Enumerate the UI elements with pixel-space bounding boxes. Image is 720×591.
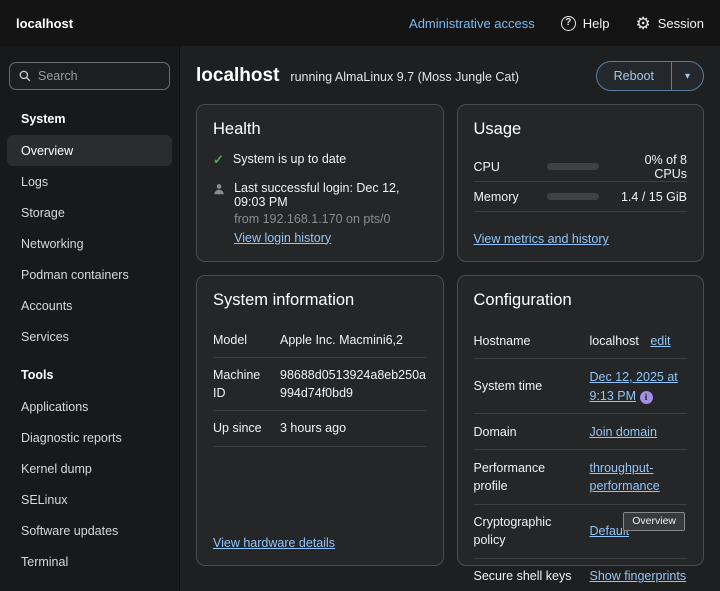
chevron-down-icon: ▾ <box>684 70 690 82</box>
memory-label: Memory <box>473 189 519 204</box>
domain-label: Domain <box>473 424 517 439</box>
show-fingerprints-link[interactable]: Show fingerprints <box>589 569 687 584</box>
reboot-split-button: Reboot ▾ <box>595 61 704 91</box>
nav-section-system: System <box>21 112 66 126</box>
system-time-label: System time <box>473 379 543 394</box>
cards-grid: Health ✓ System is up to date Last succe… <box>196 104 704 583</box>
health-title: Health <box>213 120 261 138</box>
sidebar-item-terminal[interactable]: Terminal <box>21 554 69 569</box>
system-information-card: System information Model Apple Inc. Macm… <box>196 275 444 566</box>
memory-value: 1.4 / 15 GiB <box>620 189 687 204</box>
configuration-title: Configuration <box>473 291 572 309</box>
model-row: Model Apple Inc. Macmini6,2 <box>213 323 427 359</box>
memory-progress-bar <box>547 193 599 200</box>
crypto-policy-label: Cryptographic policy <box>473 515 552 548</box>
sidebar-item-accounts[interactable]: Accounts <box>21 298 73 313</box>
updates-status-row: ✓ System is up to date <box>213 152 427 168</box>
masthead: localhost Administrative access ? Help ⚙… <box>0 0 720 46</box>
search-icon <box>19 70 31 82</box>
system-information-title: System information <box>213 291 355 309</box>
sidebar-item-applications[interactable]: Applications <box>21 399 89 414</box>
configuration-card: Configuration Hostname localhost edit Sy… <box>456 275 704 583</box>
help-menu[interactable]: ? Help <box>560 15 610 31</box>
user-icon <box>214 183 224 194</box>
hostname-row: Hostname localhost edit <box>473 323 687 360</box>
machine-id-row: Machine ID 98688d0513924a8eb250a994d74f0… <box>213 358 427 412</box>
cpu-label: CPU <box>473 159 500 174</box>
check-icon: ✓ <box>213 152 224 167</box>
memory-usage-row: Memory 1.4 / 15 GiB <box>473 182 687 212</box>
button-divider <box>670 62 672 90</box>
performance-profile-link[interactable]: throughput-performance <box>589 460 660 494</box>
crypto-policy-link[interactable]: Default <box>589 524 630 539</box>
health-card: Health ✓ System is up to date Last succe… <box>196 104 444 262</box>
hostname-edit-link[interactable]: edit <box>650 333 671 348</box>
sidebar-item-kernel-dump[interactable]: Kernel dump <box>21 461 92 476</box>
os-subtitle: running AlmaLinux 9.7 (Moss Jungle Cat) <box>290 70 519 84</box>
page-title: localhost <box>196 65 280 86</box>
up-since-value: 3 hours ago <box>280 421 347 436</box>
cpu-value: 0% of 8 CPUs <box>644 152 687 181</box>
main-content: localhost running AlmaLinux 9.7 (Moss Ju… <box>180 46 720 591</box>
gear-icon: ⚙ <box>635 13 651 33</box>
sidebar-item-services[interactable]: Services <box>21 329 69 344</box>
hostname-value: localhost <box>589 333 639 348</box>
updates-status-text: System is up to date <box>232 152 347 166</box>
sidebar-item-storage[interactable]: Storage <box>21 205 65 220</box>
search-input[interactable] <box>38 69 160 83</box>
reboot-button[interactable]: Reboot <box>597 62 671 90</box>
help-icon: ? <box>560 15 576 31</box>
performance-profile-label: Performance profile <box>473 460 546 494</box>
up-since-label: Up since <box>213 421 262 436</box>
view-hardware-details-link[interactable]: View hardware details <box>213 536 336 550</box>
system-time-link[interactable]: Dec 12, 2025 at 9:13 PM <box>589 369 678 403</box>
up-since-row: Up since 3 hours ago <box>213 411 427 447</box>
overview-tooltip: Overview <box>623 512 685 531</box>
info-icon[interactable]: i <box>639 390 653 404</box>
join-domain-link[interactable]: Join domain <box>589 424 657 439</box>
domain-row: Domain Join domain <box>473 414 687 451</box>
crypto-policy-row: Cryptographic policy Default <box>473 505 687 559</box>
sidebar-search[interactable] <box>9 62 170 90</box>
administrative-access-button[interactable]: Administrative access <box>409 15 535 31</box>
last-login-text: Last successful login: Dec 12, 09:03 PM <box>234 180 400 209</box>
session-menu[interactable]: ⚙ Session <box>636 15 705 32</box>
usage-card: Usage CPU 0% of 8 CPUs Memory 1.4 / 15 G… <box>456 104 704 262</box>
sidebar: System Overview Logs Storage Networking … <box>0 46 180 591</box>
system-time-row: System time Dec 12, 2025 at 9:13 PM i <box>473 359 687 415</box>
sidebar-item-diagnostic-reports[interactable]: Diagnostic reports <box>21 430 122 445</box>
sidebar-item-software-updates[interactable]: Software updates <box>21 523 119 538</box>
view-login-history-link[interactable]: View login history <box>234 230 332 245</box>
sidebar-item-overview[interactable]: Overview <box>7 135 172 166</box>
nav-section-tools: Tools <box>21 368 54 382</box>
cpu-progress-bar <box>547 163 599 170</box>
sidebar-item-logs[interactable]: Logs <box>21 174 49 189</box>
cpu-usage-row: CPU 0% of 8 CPUs <box>473 152 687 182</box>
ssh-keys-row: Secure shell keys Show fingerprints <box>474 559 688 591</box>
usage-title: Usage <box>473 120 522 138</box>
masthead-actions: Administrative access ? Help ⚙ Session <box>409 15 704 32</box>
last-login-row: Last successful login: Dec 12, 09:03 PM … <box>213 181 427 245</box>
ssh-keys-label: Secure shell keys <box>473 569 572 584</box>
help-label: Help <box>582 15 610 31</box>
reboot-dropdown-toggle[interactable]: ▾ <box>672 62 703 90</box>
machine-id-value: 98688d0513924a8eb250a994d74f0bd9 <box>280 368 426 401</box>
model-label: Model <box>213 333 248 347</box>
sidebar-item-networking[interactable]: Networking <box>21 236 84 251</box>
view-metrics-link[interactable]: View metrics and history <box>473 232 609 246</box>
hostname-label: Hostname <box>473 333 531 348</box>
performance-profile-row: Performance profile throughput-performan… <box>473 450 687 505</box>
model-value: Apple Inc. Macmini6,2 <box>280 333 403 347</box>
sidebar-item-selinux[interactable]: SELinux <box>21 492 68 507</box>
sidebar-nav: System Overview Logs Storage Networking … <box>0 104 179 577</box>
sidebar-item-podman-containers[interactable]: Podman containers <box>21 267 129 282</box>
machine-id-label: Machine ID <box>213 368 261 401</box>
page-header: localhost running AlmaLinux 9.7 (Moss Ju… <box>180 46 720 91</box>
session-label: Session <box>657 15 704 31</box>
last-login-from: from 192.168.1.170 on pts/0 <box>234 211 391 226</box>
brand-hostname: localhost <box>16 15 74 31</box>
